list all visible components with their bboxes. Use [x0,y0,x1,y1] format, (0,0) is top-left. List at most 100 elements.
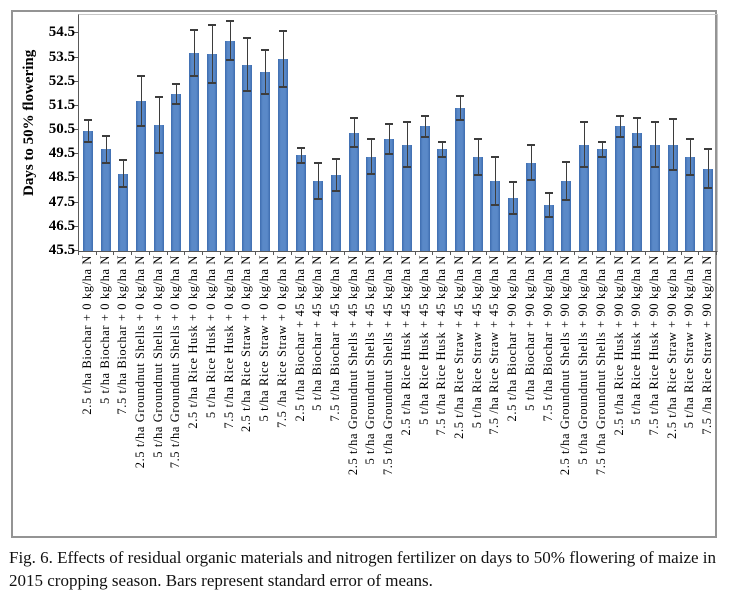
x-tick-label: 2.5 t/ha Rice Straw + 0 kg/ha N [239,255,254,433]
error-bar-cap [349,117,358,119]
error-bar-cap [456,119,465,122]
error-bar-cap [438,155,447,158]
bar [596,149,607,251]
bar [82,131,93,251]
error-bar-cap [172,102,181,105]
x-tick-label: 5 t/ha Biochar + 0 kg/ha N [97,255,112,405]
y-tick-label: 54.5 [48,24,75,41]
x-axis-tick [698,251,699,255]
error-bar-cap [668,168,677,171]
error-bar-cap [491,204,500,207]
error-bar-cap [137,74,146,77]
y-tick-label: 47.5 [48,193,75,210]
error-bar-cap [509,181,518,184]
error-bar-cap [456,95,465,98]
x-axis-tick [131,251,132,255]
bar [242,64,253,251]
x-axis-tick [202,251,203,255]
error-bar [318,162,320,199]
x-axis-tick [113,251,114,255]
error-bar-cap [137,125,146,128]
error-bar [708,149,710,189]
error-bar-cap [704,187,713,190]
error-bar-cap [385,122,394,125]
x-tick-label: 7.5 t/ha Rice Husk + 0 kg/ha N [221,255,236,429]
error-bar [105,136,107,163]
error-bar [495,156,497,206]
error-bar-cap [101,135,110,138]
x-tick-label: 5 t/ha Rice Straw + 45 kg/ha N [469,255,484,429]
bar [703,168,714,251]
x-axis-tick [238,251,239,255]
bar [260,72,271,251]
bar [472,156,483,251]
bar [579,144,590,251]
error-bar-cap [633,117,642,119]
error-bar-cap [225,58,234,61]
x-axis-tick [167,251,168,255]
x-axis-tick [610,251,611,255]
error-bar-cap [296,147,305,150]
error-bar [300,148,302,163]
error-bar-cap [420,136,429,139]
x-tick-label: 5 t/ha Biochar + 90 kg/ha N [522,255,537,411]
x-axis-tick [291,251,292,255]
error-bar-cap [473,137,482,140]
error-bar-cap [190,28,199,31]
bar [561,180,572,251]
error-bar [406,122,408,167]
x-axis-tick [503,251,504,255]
y-tick-label: 45.5 [48,242,75,258]
error-bar [513,182,515,214]
error-bar-cap [544,216,553,219]
bar [437,149,448,251]
error-bar [424,115,426,138]
y-tick-label: 52.5 [48,72,75,89]
bar [543,205,554,251]
error-bar-cap [402,165,411,168]
error-bar-cap [615,136,624,139]
error-bar-cap [668,118,677,121]
x-axis-tick [362,251,363,255]
error-bar [353,118,355,148]
x-tick-label: 5 t/ha Rice Straw + 90 kg/ha N [682,255,697,429]
x-tick-label: 2.5 t/ha Groundnut Shells + 45 kg/ha N [345,255,360,476]
error-bar [229,21,231,60]
x-axis-tick [432,251,433,255]
x-tick-label: 2.5 t/ha Biochar + 0 kg/ha N [79,255,94,415]
error-bar [442,142,444,157]
bar [649,144,660,251]
x-tick-label: 2.5 t/ha Groundnut Shells + 90 kg/ha N [558,255,573,476]
bar [685,156,696,251]
x-axis-tick [415,251,416,255]
x-axis-tick [255,251,256,255]
error-bar-cap [615,114,624,117]
x-tick-label: 2.5 t/ha Rice Straw + 45 kg/ha N [452,255,467,439]
y-tick-label: 46.5 [48,217,75,234]
x-axis-tick [645,251,646,255]
x-axis-tick [557,251,558,255]
error-bar [247,38,249,92]
x-tick-label: 7.5 /ha Rice Straw + 45 kg/ha N [487,255,502,435]
x-tick-label: 2.5 t/ha Biochar + 90 kg/ha N [505,255,520,422]
error-bar-cap [349,146,358,149]
error-bar [672,119,674,170]
x-axis-tick [273,251,274,255]
bar [118,173,129,251]
x-axis-tick [308,251,309,255]
x-axis-tick [663,251,664,255]
bar [295,155,306,251]
figure-caption: Fig. 6. Effects of residual organic mate… [9,548,717,591]
error-bar-cap [331,158,340,161]
error-bar-cap [367,138,376,141]
error-bar [335,159,337,191]
error-bar-cap [473,173,482,176]
y-axis-tick [73,153,78,155]
bar [366,156,377,251]
error-bar [601,142,603,157]
error-bar-cap [650,121,659,124]
error-bar-cap [526,179,535,182]
plot-area [78,14,718,252]
error-bar [477,138,479,175]
